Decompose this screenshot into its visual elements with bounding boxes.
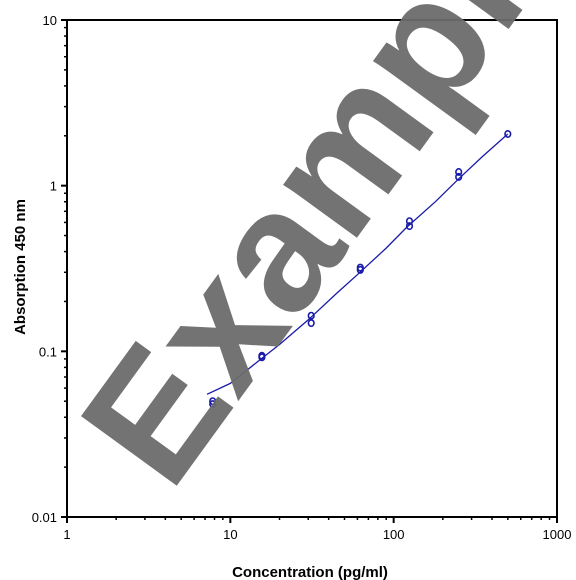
data-point [209, 400, 217, 409]
x-tick-label: 10 [223, 527, 237, 542]
axes [61, 19, 558, 523]
y-axis-title: Absorption 450 nm [12, 199, 29, 335]
x-tick-label: 100 [383, 527, 405, 542]
x-tick-label: 1000 [543, 527, 572, 542]
data-points-layer [209, 130, 512, 409]
data-point [258, 351, 266, 360]
x-tick-label: 1 [63, 527, 70, 542]
tick-labels: 1 10 100 1000 0.01 0.1 1 10 [32, 13, 572, 542]
y-tick-label: 10 [43, 13, 57, 28]
fit-curve [206, 133, 509, 395]
data-point [405, 217, 414, 226]
data-point [307, 311, 315, 320]
data-point [405, 222, 414, 231]
y-tick-label: 0.01 [32, 510, 57, 525]
plot-frame [66, 19, 558, 518]
data-point [356, 263, 364, 272]
data-point [209, 397, 217, 406]
data-point [504, 130, 512, 139]
data-point [307, 319, 315, 328]
fit-curve-layer [206, 133, 509, 395]
y-tick-label: 1 [50, 179, 57, 194]
x-axis-title: Concentration (pg/ml) [232, 564, 388, 580]
data-point [455, 172, 463, 181]
y-tick-label: 0.1 [39, 344, 57, 359]
data-point [455, 168, 463, 177]
watermark-text: Example [45, 0, 576, 517]
